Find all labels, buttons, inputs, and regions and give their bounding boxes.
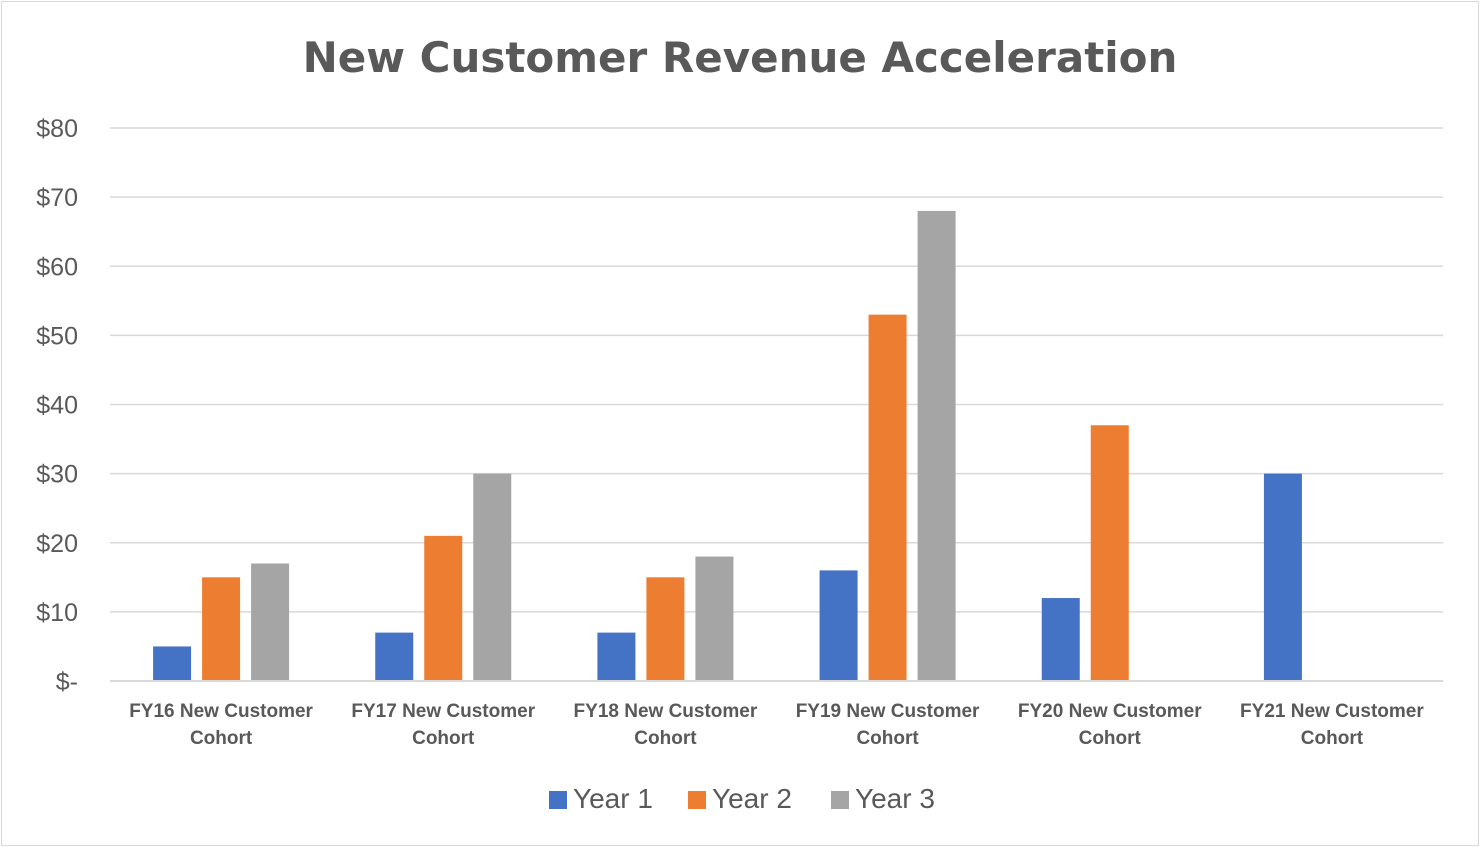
bar-year-2 (646, 577, 685, 681)
x-tick-label: FY17 New Customer (351, 701, 535, 722)
chart-title: New Customer Revenue Acceleration (303, 33, 1178, 82)
x-tick-label: Cohort (1301, 728, 1364, 749)
x-tick-label: Cohort (856, 728, 919, 749)
bar-year-1 (597, 632, 636, 681)
bar-year-2 (1090, 425, 1129, 681)
y-tick-label: $70 (36, 184, 78, 212)
legend-swatch (831, 791, 849, 809)
y-tick-label: $- (56, 668, 78, 696)
x-tick-label: FY19 New Customer (796, 701, 980, 722)
bar-year-3 (695, 556, 734, 681)
y-tick-label: $80 (36, 115, 78, 143)
bar-year-1 (375, 632, 414, 681)
bar-year-1 (819, 570, 858, 681)
bar-year-1 (153, 646, 192, 681)
x-tick-label: FY20 New Customer (1018, 701, 1202, 722)
bar-year-2 (868, 314, 907, 681)
x-tick-label: FY18 New Customer (574, 701, 758, 722)
bar-year-2 (424, 535, 463, 681)
bar-year-1 (1041, 598, 1080, 681)
y-tick-label: $10 (36, 599, 78, 627)
x-tick-label: Cohort (190, 728, 253, 749)
x-tick-label: Cohort (634, 728, 697, 749)
y-tick-label: $20 (36, 530, 78, 558)
x-tick-label: Cohort (412, 728, 475, 749)
y-tick-label: $50 (36, 322, 78, 350)
bar-year-3 (251, 563, 290, 681)
legend-label: Year 3 (855, 783, 935, 814)
bar-year-3 (473, 473, 512, 681)
y-tick-label: $40 (36, 392, 78, 420)
legend-label: Year 2 (712, 783, 792, 814)
legend-swatch (688, 791, 706, 809)
y-tick-label: $60 (36, 253, 78, 281)
x-tick-label: Cohort (1079, 728, 1142, 749)
bar-year-2 (202, 577, 241, 681)
y-tick-label: $30 (36, 461, 78, 489)
bar-year-3 (917, 210, 956, 681)
legend-label: Year 1 (573, 783, 653, 814)
x-tick-label: FY16 New Customer (129, 701, 313, 722)
bar-year-1 (1263, 473, 1302, 681)
legend-swatch (549, 791, 567, 809)
x-tick-label: FY21 New Customer (1240, 701, 1424, 722)
